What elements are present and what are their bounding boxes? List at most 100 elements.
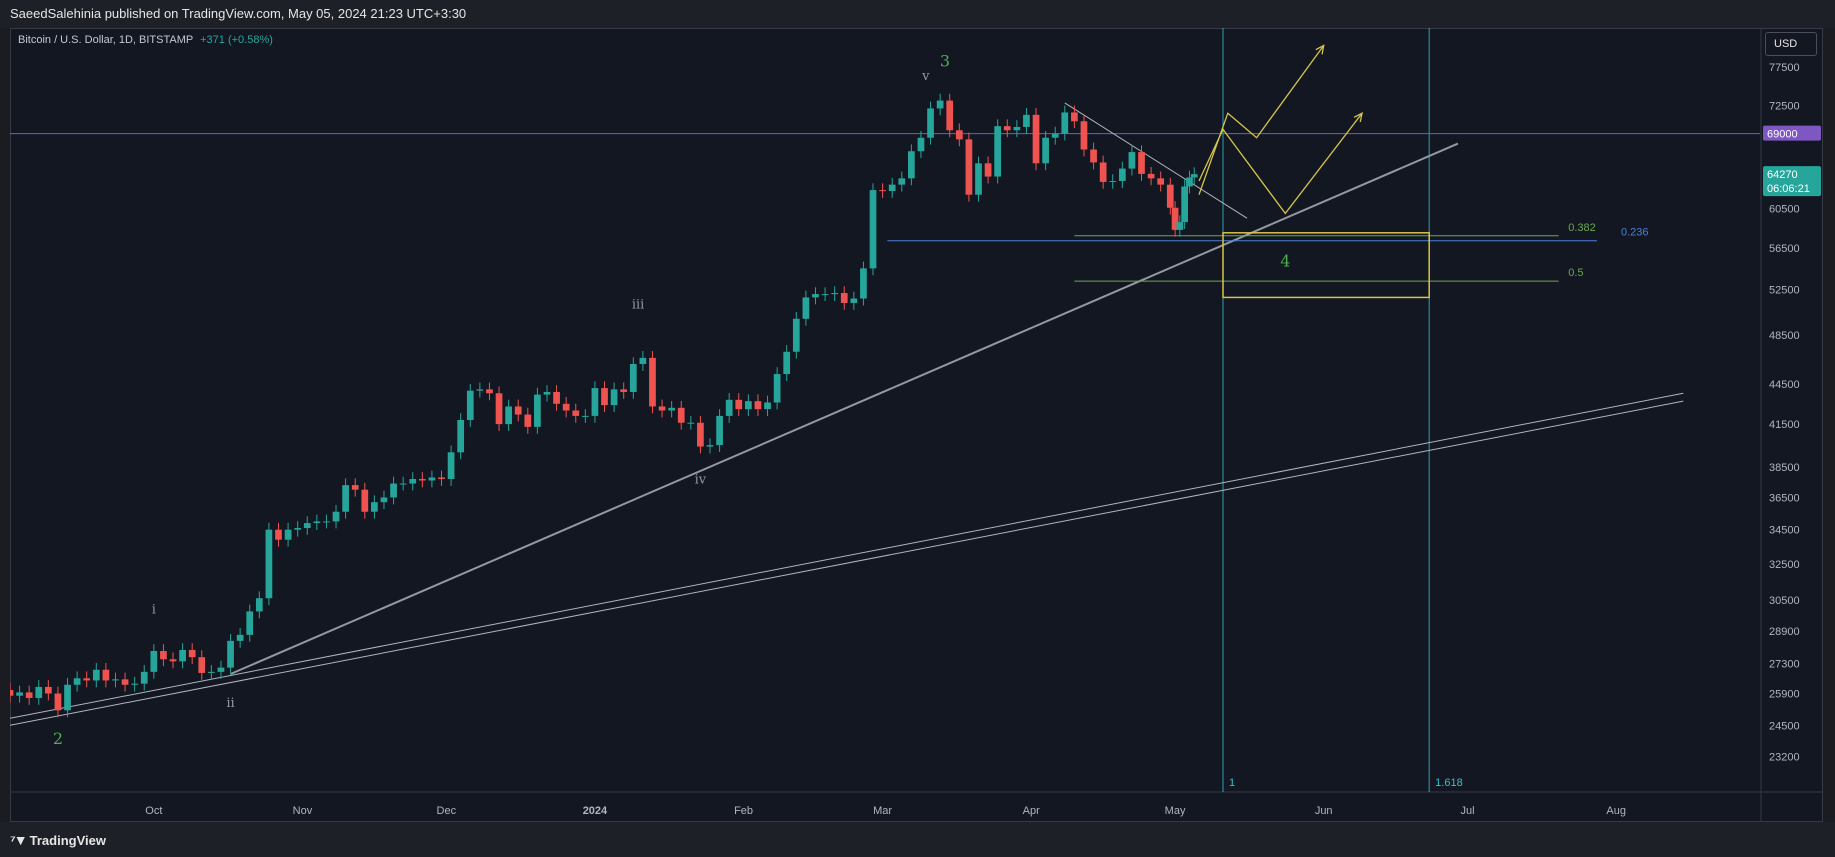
candle-body (840, 293, 848, 303)
candle-body (1128, 152, 1136, 169)
candle-body (35, 686, 43, 698)
candle-body (208, 671, 215, 673)
candle-body (284, 529, 292, 540)
candle-body (323, 521, 330, 523)
fib-level-label: 0.382 (1568, 222, 1596, 234)
tradingview-logo[interactable]: ⁷▼ TradingView (10, 832, 106, 848)
price-label-text: 69000 (1767, 129, 1798, 141)
wave-label: ii (226, 696, 234, 711)
wave-label: iv (695, 473, 707, 488)
candle-body (361, 489, 369, 512)
candle-body (371, 502, 378, 512)
y-tick-label: 32500 (1769, 559, 1800, 571)
candle-body (227, 640, 234, 668)
candle-body (917, 137, 925, 152)
candle-body (102, 669, 110, 681)
candle-body (802, 297, 810, 319)
candle-body (1003, 126, 1011, 131)
candle-body (706, 445, 714, 447)
fib-level-label: 0.236 (1621, 227, 1649, 239)
y-tick-label: 52500 (1769, 285, 1800, 297)
candle-body (1186, 177, 1193, 187)
candle-body (188, 649, 196, 658)
candle-body (1157, 178, 1165, 185)
candle-body (1190, 174, 1198, 178)
price-label-badge (1763, 125, 1821, 141)
candle-body (428, 477, 436, 481)
wave-label: i (152, 602, 156, 617)
y-tick-label: 23200 (1769, 751, 1800, 763)
y-tick-label: 48500 (1769, 330, 1800, 342)
candle-body (1071, 112, 1078, 122)
candle-body (1023, 114, 1030, 127)
candle-body (553, 391, 560, 404)
candle-body (1171, 207, 1179, 230)
candle-body (725, 399, 733, 416)
candle-body (812, 294, 819, 298)
x-tick-label: Jun (1315, 805, 1333, 817)
candle-body (1032, 114, 1040, 164)
candle-body (438, 477, 445, 479)
x-tick-label: Jul (1461, 805, 1475, 817)
currency-button[interactable]: USD (1765, 32, 1817, 56)
candle-body (1051, 133, 1059, 138)
candle-body (236, 634, 244, 641)
wave-label: 2 (53, 729, 63, 748)
candle-body (562, 403, 570, 411)
candle-body (10, 690, 14, 696)
long-trendline-lower (10, 400, 1684, 726)
x-tick-label: Dec (437, 805, 457, 817)
candle-body (418, 478, 426, 481)
candle-body (821, 294, 829, 296)
candle-body (898, 178, 906, 185)
wave-label: 4 (1280, 251, 1290, 270)
candle-body (649, 357, 656, 407)
candle-body (265, 529, 273, 599)
candle-body (1138, 152, 1145, 174)
candle-body (850, 298, 858, 303)
y-tick-label: 41500 (1769, 419, 1800, 431)
y-tick-label: 25900 (1769, 689, 1800, 701)
candle-body (908, 151, 915, 179)
x-tick-label: May (1165, 805, 1186, 817)
x-tick-label: Nov (293, 805, 313, 817)
candle-body (745, 401, 752, 410)
projection-path-2 (1198, 112, 1363, 215)
candle-body (505, 406, 512, 425)
candle-body (112, 679, 119, 681)
candle-body (486, 389, 493, 394)
candle-body (255, 598, 263, 612)
candle-body (831, 293, 839, 295)
projection-arrowhead-1 (1315, 44, 1325, 55)
candle-body (150, 651, 158, 672)
candle-body (16, 692, 23, 696)
candle-body (131, 683, 139, 685)
x-tick-label: Aug (1606, 805, 1626, 817)
candle-body (936, 100, 944, 109)
candle-body (1080, 121, 1088, 150)
candle-body (1109, 181, 1117, 183)
candle-body (169, 659, 177, 662)
candle-body (447, 452, 455, 479)
candle-body (984, 163, 992, 177)
projection-arrowhead-2 (1353, 112, 1363, 123)
candle-body (217, 667, 225, 672)
candle-body (869, 190, 877, 269)
candle-body (629, 364, 637, 392)
symbol-legend[interactable]: Bitcoin / U.S. Dollar, 1D, BITSTAMP +371… (18, 34, 273, 46)
candle-body (64, 684, 71, 711)
candle-body (160, 651, 167, 660)
y-tick-label: 27300 (1769, 658, 1800, 670)
candle-body (773, 374, 781, 403)
x-tick-label: Feb (734, 805, 753, 817)
candle-body (687, 422, 695, 424)
candle-body (543, 391, 551, 395)
price-chart[interactable]: 77500 72500 60500 56500 52500 48500 44500 41500… (10, 28, 1823, 822)
candle-body (620, 389, 628, 392)
main-trendline (230, 142, 1459, 675)
candle-body (677, 407, 685, 423)
candle-body (668, 407, 675, 411)
candle-body (54, 693, 62, 711)
candle-body (457, 419, 465, 453)
candle-body (783, 351, 791, 375)
